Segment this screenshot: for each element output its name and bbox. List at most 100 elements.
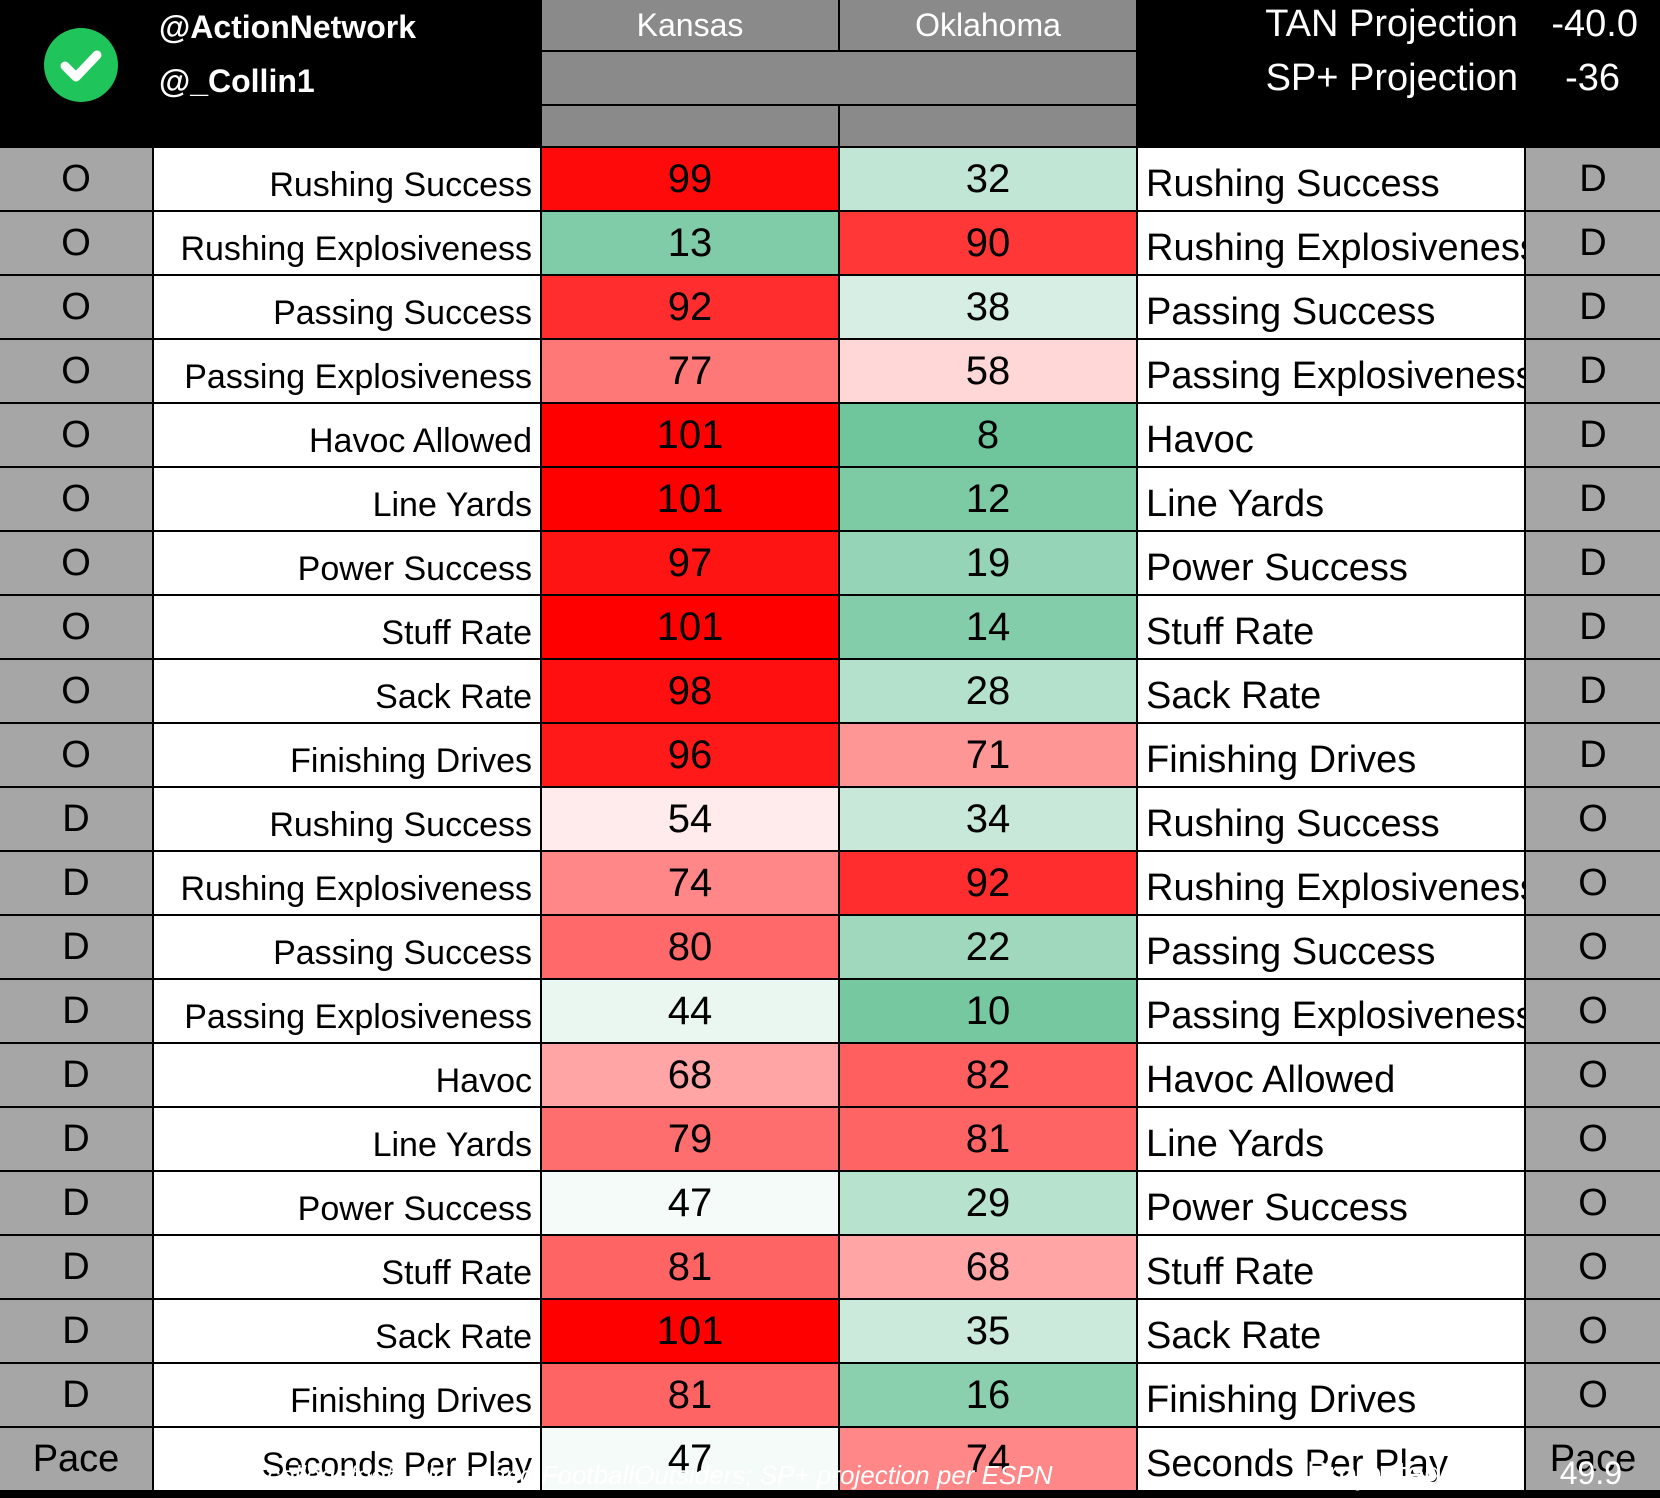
- kansas-value: 101: [542, 468, 838, 530]
- row-metric-left: Line Yards: [154, 468, 540, 530]
- table-row: D Stuff Rate 81 68 Stuff Rate O: [0, 1236, 1660, 1298]
- row-side-right: D: [1526, 148, 1660, 210]
- row-side-left: Pace: [0, 1428, 152, 1490]
- row-side-right: D: [1526, 468, 1660, 530]
- row-side-left: O: [0, 340, 152, 402]
- row-side-left: D: [0, 1300, 152, 1362]
- oklahoma-value: 28: [840, 660, 1136, 722]
- kansas-value: 68: [542, 1044, 838, 1106]
- row-side-left: O: [0, 724, 152, 786]
- oklahoma-value: 10: [840, 980, 1136, 1042]
- team-name-kansas: Kansas: [636, 7, 744, 43]
- row-side-left: O: [0, 532, 152, 594]
- kansas-value: 99: [542, 148, 838, 210]
- row-metric-right: Line Yards: [1138, 1108, 1524, 1170]
- row-metric-right: Line Yards: [1138, 468, 1524, 530]
- kansas-value: 79: [542, 1108, 838, 1170]
- sp-projection-value: -36: [1565, 57, 1620, 99]
- table-row: O Finishing Drives 96 71 Finishing Drives D: [0, 724, 1660, 786]
- oklahoma-value: 16: [840, 1364, 1136, 1426]
- row-metric-right: Finishing Drives: [1138, 1364, 1524, 1426]
- projected-total-label: Projected Total: [1306, 1455, 1518, 1491]
- row-metric-left: Stuff Rate: [154, 1236, 540, 1298]
- row-side-right: O: [1526, 1044, 1660, 1106]
- row-side-left: D: [0, 1236, 152, 1298]
- row-metric-left: Sack Rate: [154, 1300, 540, 1362]
- table-row: D Rushing Success 54 34 Rushing Success O: [0, 788, 1660, 850]
- table-row: D Passing Success 80 22 Passing Success O: [0, 916, 1660, 978]
- table-row: O Havoc Allowed 101 8 Havoc D: [0, 404, 1660, 466]
- row-metric-left: Finishing Drives: [154, 724, 540, 786]
- kansas-value: 80: [542, 916, 838, 978]
- row-side-left: D: [0, 1044, 152, 1106]
- team-header-oklahoma: Oklahoma: [840, 0, 1136, 50]
- row-side-left: O: [0, 148, 152, 210]
- table-row: D Havoc 68 82 Havoc Allowed O: [0, 1044, 1660, 1106]
- row-metric-left: Passing Success: [154, 916, 540, 978]
- row-metric-right: Rushing Explosiveness: [1138, 852, 1524, 914]
- row-side-right: D: [1526, 596, 1660, 658]
- row-metric-left: Passing Success: [154, 276, 540, 338]
- team-header-subcell-oklahoma: [840, 106, 1136, 146]
- row-metric-right: Rushing Success: [1138, 148, 1524, 210]
- table-row: D Passing Explosiveness 44 10 Passing Explos…: [0, 980, 1660, 1042]
- row-metric-right: Passing Success: [1138, 916, 1524, 978]
- kansas-value: 101: [542, 1300, 838, 1362]
- oklahoma-value: 81: [840, 1108, 1136, 1170]
- row-metric-left: Havoc: [154, 1044, 540, 1106]
- row-side-left: O: [0, 212, 152, 274]
- oklahoma-value: 12: [840, 468, 1136, 530]
- oklahoma-value: 29: [840, 1172, 1136, 1234]
- row-metric-right: Power Success: [1138, 532, 1524, 594]
- table-row: O Power Success 97 19 Power Success D: [0, 532, 1660, 594]
- oklahoma-value: 32: [840, 148, 1136, 210]
- oklahoma-value: 8: [840, 404, 1136, 466]
- row-side-right: O: [1526, 916, 1660, 978]
- row-side-left: D: [0, 852, 152, 914]
- verified-check-icon: [44, 28, 118, 102]
- oklahoma-value: 38: [840, 276, 1136, 338]
- row-side-right: O: [1526, 1108, 1660, 1170]
- table-row: D Finishing Drives 81 16 Finishing Drives O: [0, 1364, 1660, 1426]
- table-row: D Rushing Explosiveness 74 92 Rushing Explos…: [0, 852, 1660, 914]
- row-metric-left: Sack Rate: [154, 660, 540, 722]
- row-side-left: D: [0, 1172, 152, 1234]
- row-side-left: O: [0, 660, 152, 722]
- row-metric-right: Rushing Explosiveness: [1138, 212, 1524, 274]
- kansas-value: 81: [542, 1236, 838, 1298]
- oklahoma-value: 74: [840, 1428, 1136, 1490]
- table-row: D Power Success 47 29 Power Success O: [0, 1172, 1660, 1234]
- tan-projection-value: -40.0: [1551, 3, 1638, 45]
- row-metric-right: Passing Explosiveness: [1138, 980, 1524, 1042]
- row-metric-right: Power Success: [1138, 1172, 1524, 1234]
- header: @ActionNetwork @_Collin1 Kansas Oklahoma…: [0, 0, 1660, 148]
- row-metric-left: Finishing Drives: [154, 1364, 540, 1426]
- row-side-left: O: [0, 596, 152, 658]
- row-metric-right: Stuff Rate: [1138, 1236, 1524, 1298]
- row-side-right: D: [1526, 276, 1660, 338]
- oklahoma-value: 35: [840, 1300, 1136, 1362]
- table-row: O Passing Explosiveness 77 58 Passing Explos…: [0, 340, 1660, 402]
- row-side-right: D: [1526, 660, 1660, 722]
- row-metric-right: Sack Rate: [1138, 1300, 1524, 1362]
- team-header-band: [542, 52, 1136, 104]
- kansas-value: 81: [542, 1364, 838, 1426]
- table-row: O Rushing Explosiveness 13 90 Rushing Explos…: [0, 212, 1660, 274]
- table-row: O Stuff Rate 101 14 Stuff Rate D: [0, 596, 1660, 658]
- row-metric-left: Rushing Explosiveness: [154, 212, 540, 274]
- kansas-value: 47: [542, 1172, 838, 1234]
- row-side-right: O: [1526, 852, 1660, 914]
- row-side-right: O: [1526, 1172, 1660, 1234]
- oklahoma-value: 14: [840, 596, 1136, 658]
- row-side-right: D: [1526, 340, 1660, 402]
- kansas-value: 97: [542, 532, 838, 594]
- row-side-left: D: [0, 788, 152, 850]
- row-metric-left: Line Yards: [154, 1108, 540, 1170]
- row-metric-left: Rushing Success: [154, 788, 540, 850]
- table-row: O Rushing Success 99 32 Rushing Success D: [0, 148, 1660, 210]
- table-row: Pace Seconds Per Play 47 74 Seconds Per Play…: [0, 1428, 1660, 1490]
- row-side-right: O: [1526, 980, 1660, 1042]
- row-side-left: O: [0, 276, 152, 338]
- kansas-value: 13: [542, 212, 838, 274]
- row-metric-left: Power Success: [154, 1172, 540, 1234]
